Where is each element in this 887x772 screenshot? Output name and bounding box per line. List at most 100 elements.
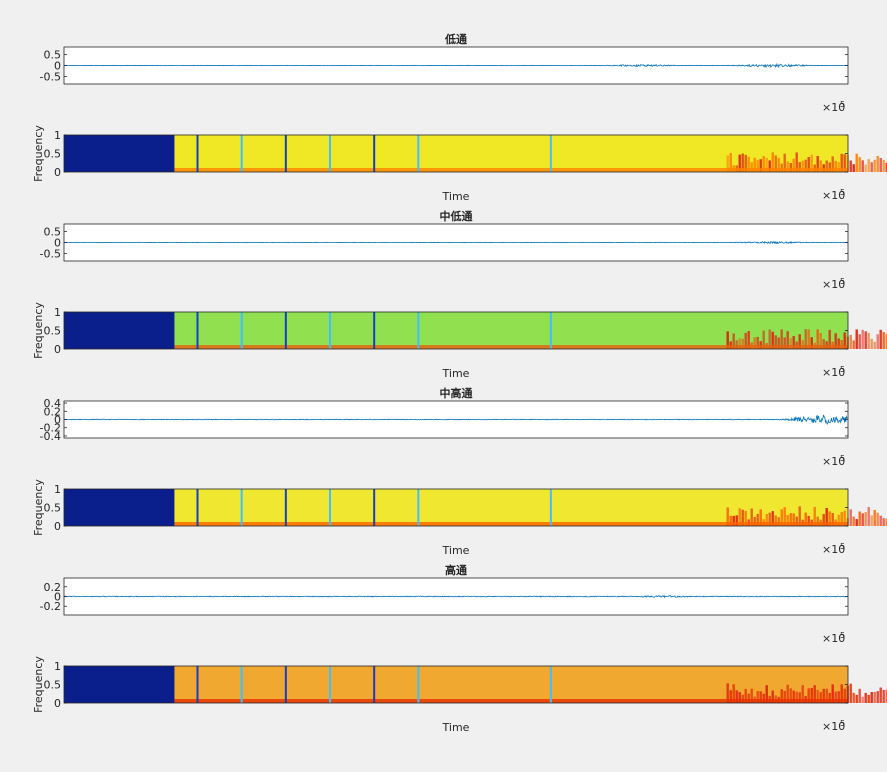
spectrogram-cell — [777, 157, 780, 172]
spectrogram-cell — [852, 340, 855, 349]
spectrogram-cell — [765, 514, 768, 526]
spectrogram-cell — [789, 338, 792, 349]
spectrogram-cell — [819, 160, 822, 172]
spectrogram-cell — [786, 515, 789, 526]
spectrogram-cell — [732, 333, 735, 349]
spectrogram — [64, 489, 887, 526]
spectrogram-cell — [789, 513, 792, 526]
spectrogram-cell — [756, 513, 759, 526]
spectrogram-cell — [816, 516, 819, 526]
spectrogram-cell — [804, 512, 807, 526]
y-tick-label: 0.5 — [44, 148, 62, 161]
axes-6 — [63, 488, 887, 527]
spectrogram-cell — [834, 160, 837, 172]
spectrogram-cell — [795, 516, 798, 526]
y-axis-label: Frequency — [32, 125, 45, 182]
spectrogram-cell — [807, 329, 810, 349]
spectrogram-cell — [849, 334, 852, 349]
x-exponent-label: ×10 — [822, 455, 845, 468]
spectrogram-cell — [768, 329, 771, 349]
spectrogram-cell — [843, 332, 846, 349]
x-exponent-label: ×10 — [822, 189, 845, 202]
spectrogram-cell — [849, 509, 852, 526]
x-exponent-label: ×10 — [822, 278, 845, 291]
spectrogram-cell — [780, 163, 783, 172]
x-exponent-label: ×10 — [822, 101, 845, 114]
spectrogram-cell — [753, 157, 756, 172]
axes-3 — [63, 223, 849, 262]
spectrogram-cell — [861, 160, 864, 172]
spectrogram-cell — [765, 157, 768, 172]
spectrogram-cell — [831, 156, 834, 172]
y-tick-label: 0.5 — [44, 325, 62, 338]
spectrogram-background — [64, 489, 848, 526]
axes-4 — [63, 311, 887, 350]
spectrogram-cell — [810, 154, 813, 172]
spectrogram-cell — [828, 511, 831, 526]
spectrogram-cell — [741, 338, 744, 349]
spectrogram-cell — [861, 329, 864, 349]
axes-1 — [63, 46, 849, 85]
spectrogram-cell — [873, 341, 876, 349]
spectrogram-background — [64, 135, 848, 172]
y-tick-label: -0.4 — [40, 430, 61, 443]
spectrogram-cell — [879, 329, 882, 349]
spectrogram-blue-stripe — [373, 135, 376, 172]
spectrogram-blue-stripe — [240, 312, 243, 349]
spectrogram-cell — [852, 164, 855, 172]
spectrogram-cell — [807, 515, 810, 526]
spectrogram-cell — [882, 332, 885, 349]
spectrogram-cell — [750, 162, 753, 172]
axes-title: 中低通 — [440, 209, 473, 223]
spectrogram-cell — [756, 336, 759, 349]
spectrogram-blue-stripe — [196, 135, 199, 172]
spectrogram-cell — [882, 518, 885, 526]
y-tick-label: 0.4 — [44, 397, 62, 410]
spectrogram-cell — [804, 159, 807, 172]
spectrogram-cell — [774, 335, 777, 349]
spectrogram-cell — [861, 513, 864, 526]
spectrogram-cell — [858, 334, 861, 349]
spectrogram-cell — [747, 156, 750, 172]
spectrogram-cell — [855, 153, 858, 172]
spectrogram-blue-stripe — [329, 312, 332, 349]
spectrogram-cell — [744, 332, 747, 349]
spectrogram-cell — [762, 330, 765, 349]
spectrogram-cell — [864, 331, 867, 349]
spectrogram-blue-stripe — [417, 312, 420, 349]
y-tick-label: 0.2 — [44, 405, 62, 418]
spectrogram-cell — [735, 515, 738, 526]
spectrogram-cell — [870, 338, 873, 349]
spectrogram-cell — [840, 340, 843, 349]
spectrogram-cell — [876, 155, 879, 172]
spectrogram-cell — [831, 513, 834, 526]
spectrogram-blue-stripe — [549, 312, 552, 349]
spectrogram-blue-stripe — [240, 135, 243, 172]
spectrogram-cell — [738, 338, 741, 349]
spectrogram-cell — [864, 512, 867, 526]
spectrogram-cell — [735, 340, 738, 349]
y-tick-label: 1 — [54, 129, 61, 142]
spectrogram-cell — [885, 162, 887, 172]
y-tick-label: 0 — [54, 166, 61, 179]
spectrogram-cell — [777, 337, 780, 349]
spectrogram-cell — [873, 159, 876, 172]
axes-5 — [63, 400, 849, 439]
spectrogram-cell — [819, 333, 822, 349]
spectrogram-cell — [777, 517, 780, 526]
spectrogram-cell — [792, 513, 795, 526]
spectrogram-cell — [825, 160, 828, 172]
spectrogram-cell — [837, 514, 840, 526]
spectrogram-cell — [870, 515, 873, 526]
spectrogram-cell — [729, 152, 732, 172]
spectrogram-cell — [786, 331, 789, 349]
spectrogram-cell — [789, 163, 792, 172]
spectrogram-low-band — [64, 345, 848, 349]
spectrogram-cell — [741, 509, 744, 526]
axes-title: 中高通 — [440, 386, 473, 400]
spectrogram-cell — [849, 160, 852, 172]
spectrogram-cell — [786, 161, 789, 172]
spectrogram-cell — [744, 510, 747, 526]
spectrogram-cell — [804, 329, 807, 349]
